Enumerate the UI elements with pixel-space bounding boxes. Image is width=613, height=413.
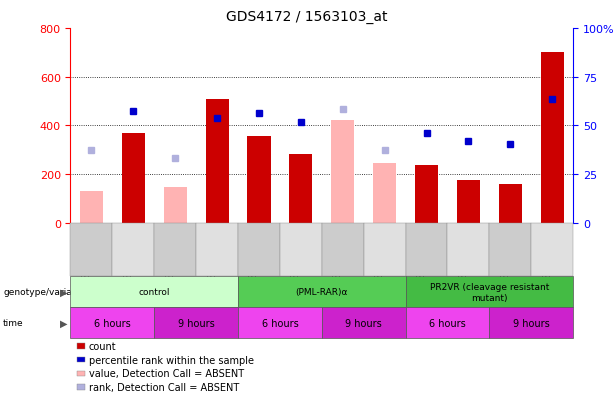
Bar: [331, 121, 354, 223]
Text: ▶: ▶: [60, 287, 67, 297]
Text: ▶: ▶: [60, 318, 67, 328]
Text: 6 hours: 6 hours: [262, 318, 299, 328]
Bar: [164, 188, 187, 223]
Text: count: count: [89, 341, 116, 351]
Bar: [457, 180, 480, 223]
Text: (PML-RAR)α: (PML-RAR)α: [295, 288, 348, 297]
Bar: [289, 155, 313, 223]
Text: time: time: [3, 319, 24, 328]
Text: GDS4172 / 1563103_at: GDS4172 / 1563103_at: [226, 10, 387, 24]
Text: 9 hours: 9 hours: [513, 318, 550, 328]
Text: value, Detection Call = ABSENT: value, Detection Call = ABSENT: [89, 368, 244, 378]
Bar: [499, 184, 522, 223]
Text: 9 hours: 9 hours: [178, 318, 215, 328]
Text: control: control: [139, 288, 170, 297]
Bar: [415, 166, 438, 223]
Bar: [122, 133, 145, 223]
Bar: [248, 137, 270, 223]
Bar: [373, 164, 396, 223]
Text: 6 hours: 6 hours: [429, 318, 466, 328]
Bar: [541, 53, 564, 223]
Text: PR2VR (cleavage resistant
mutant): PR2VR (cleavage resistant mutant): [430, 282, 549, 302]
Text: percentile rank within the sample: percentile rank within the sample: [89, 355, 254, 365]
Text: 9 hours: 9 hours: [345, 318, 382, 328]
Text: rank, Detection Call = ABSENT: rank, Detection Call = ABSENT: [89, 382, 239, 392]
Bar: [205, 99, 229, 223]
Text: 6 hours: 6 hours: [94, 318, 131, 328]
Bar: [80, 192, 103, 223]
Text: genotype/variation: genotype/variation: [3, 288, 89, 297]
